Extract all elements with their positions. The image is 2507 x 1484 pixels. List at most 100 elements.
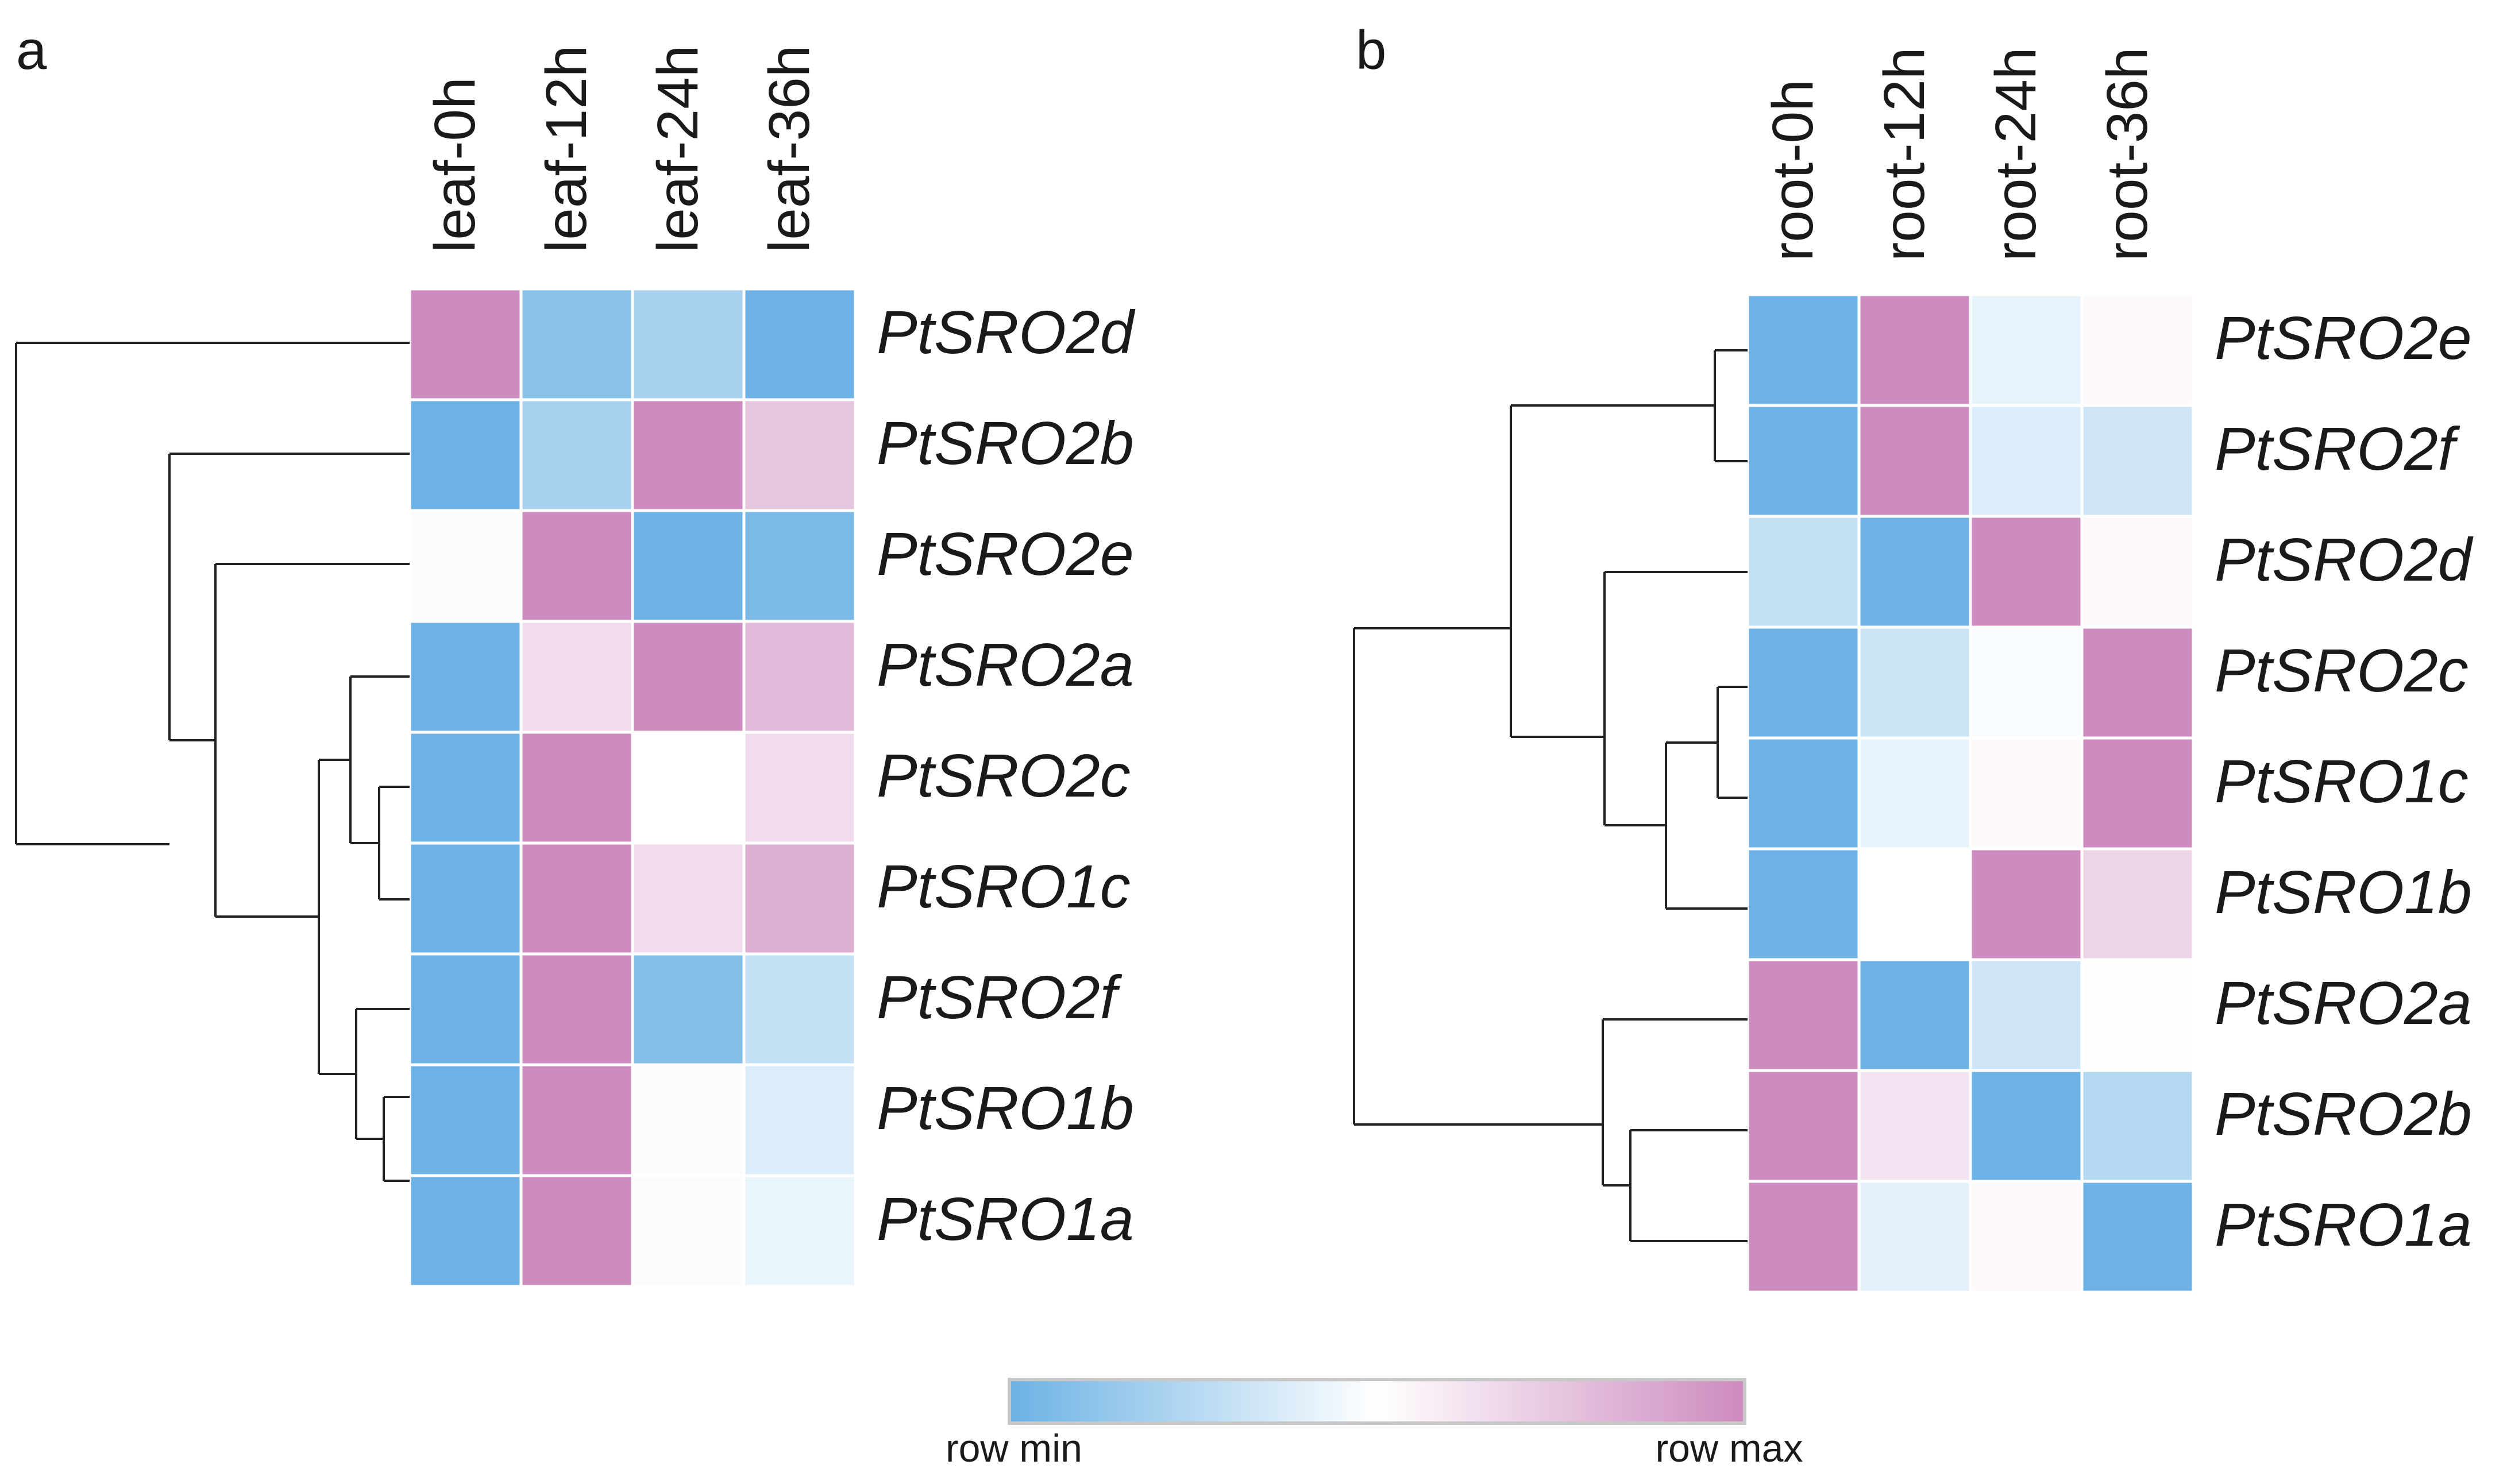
cell-b-PtSRO1a-root-36h [2080,1180,2195,1294]
row-label-a-PtSRO2b: PtSRO2b [877,409,1134,477]
cell-b-PtSRO1c-root-36h [2080,736,2195,851]
cell-b-PtSRO2c-root-36h [2080,625,2195,740]
cell-a-PtSRO2d-leaf-12h [519,287,634,401]
row-label-b-PtSRO2e: PtSRO2e [2215,304,2472,372]
cell-b-PtSRO2f-root-12h [1857,404,1972,518]
row-label-a-PtSRO1a: PtSRO1a [877,1185,1134,1253]
cell-a-PtSRO2d-leaf-24h [631,287,746,401]
row-label-a-PtSRO2c: PtSRO2c [877,742,1131,810]
row-label-b-PtSRO2b: PtSRO2b [2215,1080,2472,1148]
cell-a-PtSRO2b-leaf-24h [631,398,746,512]
cell-b-PtSRO2b-root-0h [1746,1069,1861,1183]
cell-a-PtSRO1a-leaf-36h [742,1174,857,1288]
cell-a-PtSRO2c-leaf-36h [742,731,857,845]
cell-a-PtSRO2a-leaf-24h [631,620,746,734]
cell-b-PtSRO2c-root-12h [1857,625,1972,740]
row-label-a-PtSRO1b: PtSRO1b [877,1075,1134,1142]
cell-b-PtSRO1a-root-12h [1857,1180,1972,1294]
cell-a-PtSRO2e-leaf-36h [742,509,857,623]
cell-a-PtSRO2f-leaf-12h [519,952,634,1066]
cell-b-PtSRO2f-root-0h [1746,404,1861,518]
cell-a-PtSRO2c-leaf-24h [631,731,746,845]
cell-a-PtSRO1b-leaf-0h [408,1063,523,1177]
cell-a-PtSRO2c-leaf-0h [408,731,523,845]
panel-label-a: a [16,20,47,81]
cell-a-PtSRO1b-leaf-36h [742,1063,857,1177]
cell-a-PtSRO1b-leaf-12h [519,1063,634,1177]
col-label-leaf-36h: leaf-36h [757,45,821,253]
col-label-root-0h: root-0h [1761,79,1825,261]
cell-a-PtSRO2b-leaf-0h [408,398,523,512]
panel-a-row-labels: PtSRO2d PtSRO2b PtSRO2e PtSRO2a PtSRO2c … [877,299,1136,1253]
cell-a-PtSRO2a-leaf-36h [742,620,857,734]
cell-b-PtSRO2d-root-12h [1857,515,1972,629]
panel-a-dendrogram [15,342,410,1182]
cell-b-PtSRO2b-root-36h [2080,1069,2195,1183]
panel-b-dendrogram [1353,349,1748,1242]
cell-b-PtSRO1c-root-12h [1857,736,1972,851]
row-label-b-PtSRO1b: PtSRO1b [2215,859,2472,926]
row-label-a-PtSRO2d: PtSRO2d [877,299,1136,366]
cell-b-PtSRO1b-root-24h [1969,847,2084,961]
cell-a-PtSRO1a-leaf-24h [631,1174,746,1288]
cell-b-PtSRO1b-root-0h [1746,847,1861,961]
cell-b-PtSRO2f-root-36h [2080,404,2195,518]
cell-b-PtSRO2a-root-12h [1857,958,1972,1072]
legend-min-label: row min [946,1427,1082,1470]
cell-b-PtSRO1c-root-0h [1746,736,1861,851]
cell-a-PtSRO1c-leaf-0h [408,841,523,956]
cell-a-PtSRO2a-leaf-12h [519,620,634,734]
cell-b-PtSRO1c-root-24h [1969,736,2084,851]
cell-a-PtSRO2b-leaf-36h [742,398,857,512]
cell-a-PtSRO1c-leaf-12h [519,841,634,956]
cell-a-PtSRO2e-leaf-24h [631,509,746,623]
row-label-b-PtSRO2a: PtSRO2a [2215,969,2472,1037]
cell-b-PtSRO2a-root-0h [1746,958,1861,1072]
cell-a-PtSRO1c-leaf-36h [742,841,857,956]
row-label-b-PtSRO1a: PtSRO1a [2215,1191,2472,1259]
cell-a-PtSRO2e-leaf-0h [408,509,523,623]
col-label-root-36h: root-36h [2095,48,2159,261]
cell-b-PtSRO1a-root-24h [1969,1180,2084,1294]
col-label-leaf-24h: leaf-24h [646,45,710,253]
row-label-b-PtSRO2f: PtSRO2f [2215,415,2460,483]
panel-a-heatmap: leaf-0h leaf-12h leaf-24h leaf-36h PtSRO… [15,45,1136,1288]
row-label-a-PtSRO2e: PtSRO2e [877,520,1134,588]
cell-a-PtSRO2a-leaf-0h [408,620,523,734]
cell-b-PtSRO2b-root-12h [1857,1069,1972,1183]
cell-a-PtSRO2f-leaf-24h [631,952,746,1066]
legend-max-label: row max [1656,1427,1803,1470]
cell-b-PtSRO2d-root-36h [2080,515,2195,629]
cell-a-PtSRO1a-leaf-0h [408,1174,523,1288]
cell-b-PtSRO2e-root-0h [1746,293,1861,407]
cell-b-PtSRO1a-root-0h [1746,1180,1861,1294]
cell-a-PtSRO2b-leaf-12h [519,398,634,512]
color-legend: row min row max [946,1378,1803,1470]
panel-a-column-labels: leaf-0h leaf-12h leaf-24h leaf-36h [423,45,821,253]
col-label-leaf-12h: leaf-12h [534,45,599,253]
cell-a-PtSRO2f-leaf-0h [408,952,523,1066]
cell-b-PtSRO1b-root-36h [2080,847,2195,961]
cell-b-PtSRO2a-root-36h [2080,958,2195,1072]
panel-a-cells [408,287,857,1288]
panel-label-b: b [1356,20,1386,81]
row-label-a-PtSRO2a: PtSRO2a [877,631,1134,699]
col-label-leaf-0h: leaf-0h [423,77,487,253]
panel-b-heatmap: root-0h root-12h root-24h root-36h PtSRO… [1353,48,2474,1294]
panel-b-row-labels: PtSRO2e PtSRO2f PtSRO2d PtSRO2c PtSRO1c … [2215,304,2474,1259]
col-label-root-12h: root-12h [1872,48,1937,261]
row-label-b-PtSRO2d: PtSRO2d [2215,526,2474,594]
col-label-root-24h: root-24h [1984,48,2048,261]
row-label-a-PtSRO2f: PtSRO2f [877,964,1123,1031]
cell-b-PtSRO2f-root-24h [1969,404,2084,518]
cell-b-PtSRO2e-root-12h [1857,293,1972,407]
row-label-b-PtSRO1c: PtSRO1c [2215,748,2469,816]
cell-b-PtSRO1b-root-12h [1857,847,1972,961]
cell-b-PtSRO2d-root-0h [1746,515,1861,629]
cell-b-PtSRO2e-root-36h [2080,293,2195,407]
legend-gradient-bar [1008,1378,1746,1425]
cell-a-PtSRO2d-leaf-36h [742,287,857,401]
cell-a-PtSRO2e-leaf-12h [519,509,634,623]
row-label-a-PtSRO1c: PtSRO1c [877,853,1131,921]
